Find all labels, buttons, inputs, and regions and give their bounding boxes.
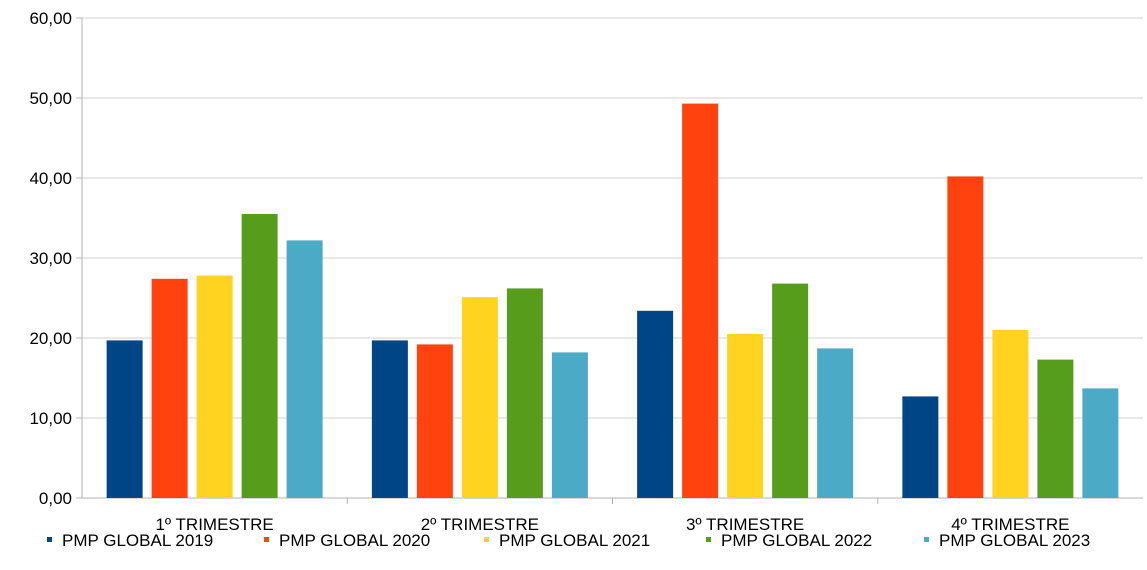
- y-tick-label: 60,00: [29, 9, 72, 28]
- bar-1-3: [637, 310, 674, 498]
- bar-3-2: [461, 297, 498, 498]
- y-tick-label: 10,00: [29, 409, 72, 428]
- x-tick-label: 3º TRIMESTRE: [686, 515, 804, 534]
- legend-marker: [706, 537, 711, 542]
- gridlines: [82, 17, 1143, 419]
- y-tick-label: 40,00: [29, 169, 72, 188]
- legend-marker: [484, 537, 489, 542]
- bar-2-3: [682, 103, 719, 498]
- x-tick-labels: 1º TRIMESTRE 2º TRIMESTRE 3º TRIMESTRE 4º T…: [155, 515, 1069, 534]
- bar-4-2: [506, 288, 543, 498]
- bar-2-2: [416, 344, 453, 498]
- bar-4-1: [241, 214, 278, 498]
- legend-marker: [924, 537, 929, 542]
- bar-5-1: [286, 240, 323, 498]
- bars: [106, 103, 1119, 498]
- bar-3-3: [727, 334, 764, 498]
- legend-marker: [264, 537, 269, 542]
- bar-1-1: [106, 340, 143, 498]
- legend-label: PMP GLOBAL 2022: [721, 531, 872, 550]
- y-tick-labels: 0,00 10,00 20,00 30,00 40,00 50,00 60,00: [29, 9, 72, 508]
- bar-3-4: [992, 330, 1029, 498]
- x-tick-label: 4º TRIMESTRE: [951, 515, 1069, 534]
- bar-3-1: [196, 275, 233, 498]
- bar-5-3: [817, 348, 854, 498]
- bar-4-4: [1037, 359, 1074, 498]
- y-tick-label: 30,00: [29, 249, 72, 268]
- y-tick-label: 0,00: [39, 489, 72, 508]
- bar-2-1: [151, 278, 188, 498]
- bar-4-3: [772, 283, 809, 498]
- bar-2-4: [947, 176, 984, 498]
- bar-5-2: [551, 352, 588, 498]
- legend-marker: [47, 537, 52, 542]
- x-tick-label: 2º TRIMESTRE: [421, 515, 539, 534]
- y-tick-label: 20,00: [29, 329, 72, 348]
- legend: PMP GLOBAL 2019 PMP GLOBAL 2020 PMP GLOBAL…: [47, 531, 1090, 550]
- y-tick-label: 50,00: [29, 89, 72, 108]
- legend-label: PMP GLOBAL 2020: [279, 531, 430, 550]
- bar-1-4: [902, 396, 939, 498]
- bar-5-4: [1082, 388, 1119, 498]
- legend-label: PMP GLOBAL 2019: [62, 531, 213, 550]
- x-tick-label: 1º TRIMESTRE: [155, 515, 273, 534]
- bar-1-2: [371, 340, 408, 498]
- legend-label: PMP GLOBAL 2023: [939, 531, 1090, 550]
- legend-label: PMP GLOBAL 2021: [499, 531, 650, 550]
